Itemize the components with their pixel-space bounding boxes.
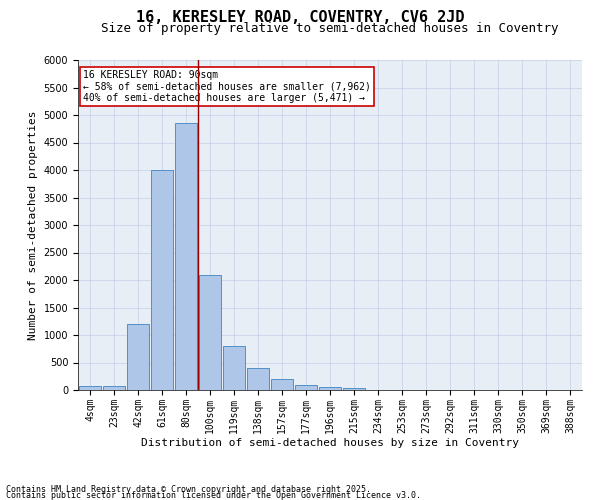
Bar bbox=[79, 386, 101, 390]
X-axis label: Distribution of semi-detached houses by size in Coventry: Distribution of semi-detached houses by … bbox=[141, 438, 519, 448]
Bar bbox=[199, 274, 221, 390]
Bar bbox=[247, 368, 269, 390]
Bar bbox=[271, 379, 293, 390]
Text: Contains HM Land Registry data © Crown copyright and database right 2025.: Contains HM Land Registry data © Crown c… bbox=[6, 484, 371, 494]
Bar bbox=[127, 324, 149, 390]
Title: Size of property relative to semi-detached houses in Coventry: Size of property relative to semi-detach… bbox=[101, 22, 559, 35]
Bar bbox=[151, 170, 173, 390]
Bar bbox=[343, 388, 365, 390]
Text: 16 KERESLEY ROAD: 90sqm
← 58% of semi-detached houses are smaller (7,962)
40% of: 16 KERESLEY ROAD: 90sqm ← 58% of semi-de… bbox=[83, 70, 371, 103]
Bar bbox=[295, 384, 317, 390]
Bar bbox=[103, 386, 125, 390]
Bar bbox=[223, 346, 245, 390]
Bar bbox=[319, 386, 341, 390]
Text: Contains public sector information licensed under the Open Government Licence v3: Contains public sector information licen… bbox=[6, 490, 421, 500]
Y-axis label: Number of semi-detached properties: Number of semi-detached properties bbox=[28, 110, 38, 340]
Bar bbox=[175, 123, 197, 390]
Text: 16, KERESLEY ROAD, COVENTRY, CV6 2JD: 16, KERESLEY ROAD, COVENTRY, CV6 2JD bbox=[136, 10, 464, 25]
